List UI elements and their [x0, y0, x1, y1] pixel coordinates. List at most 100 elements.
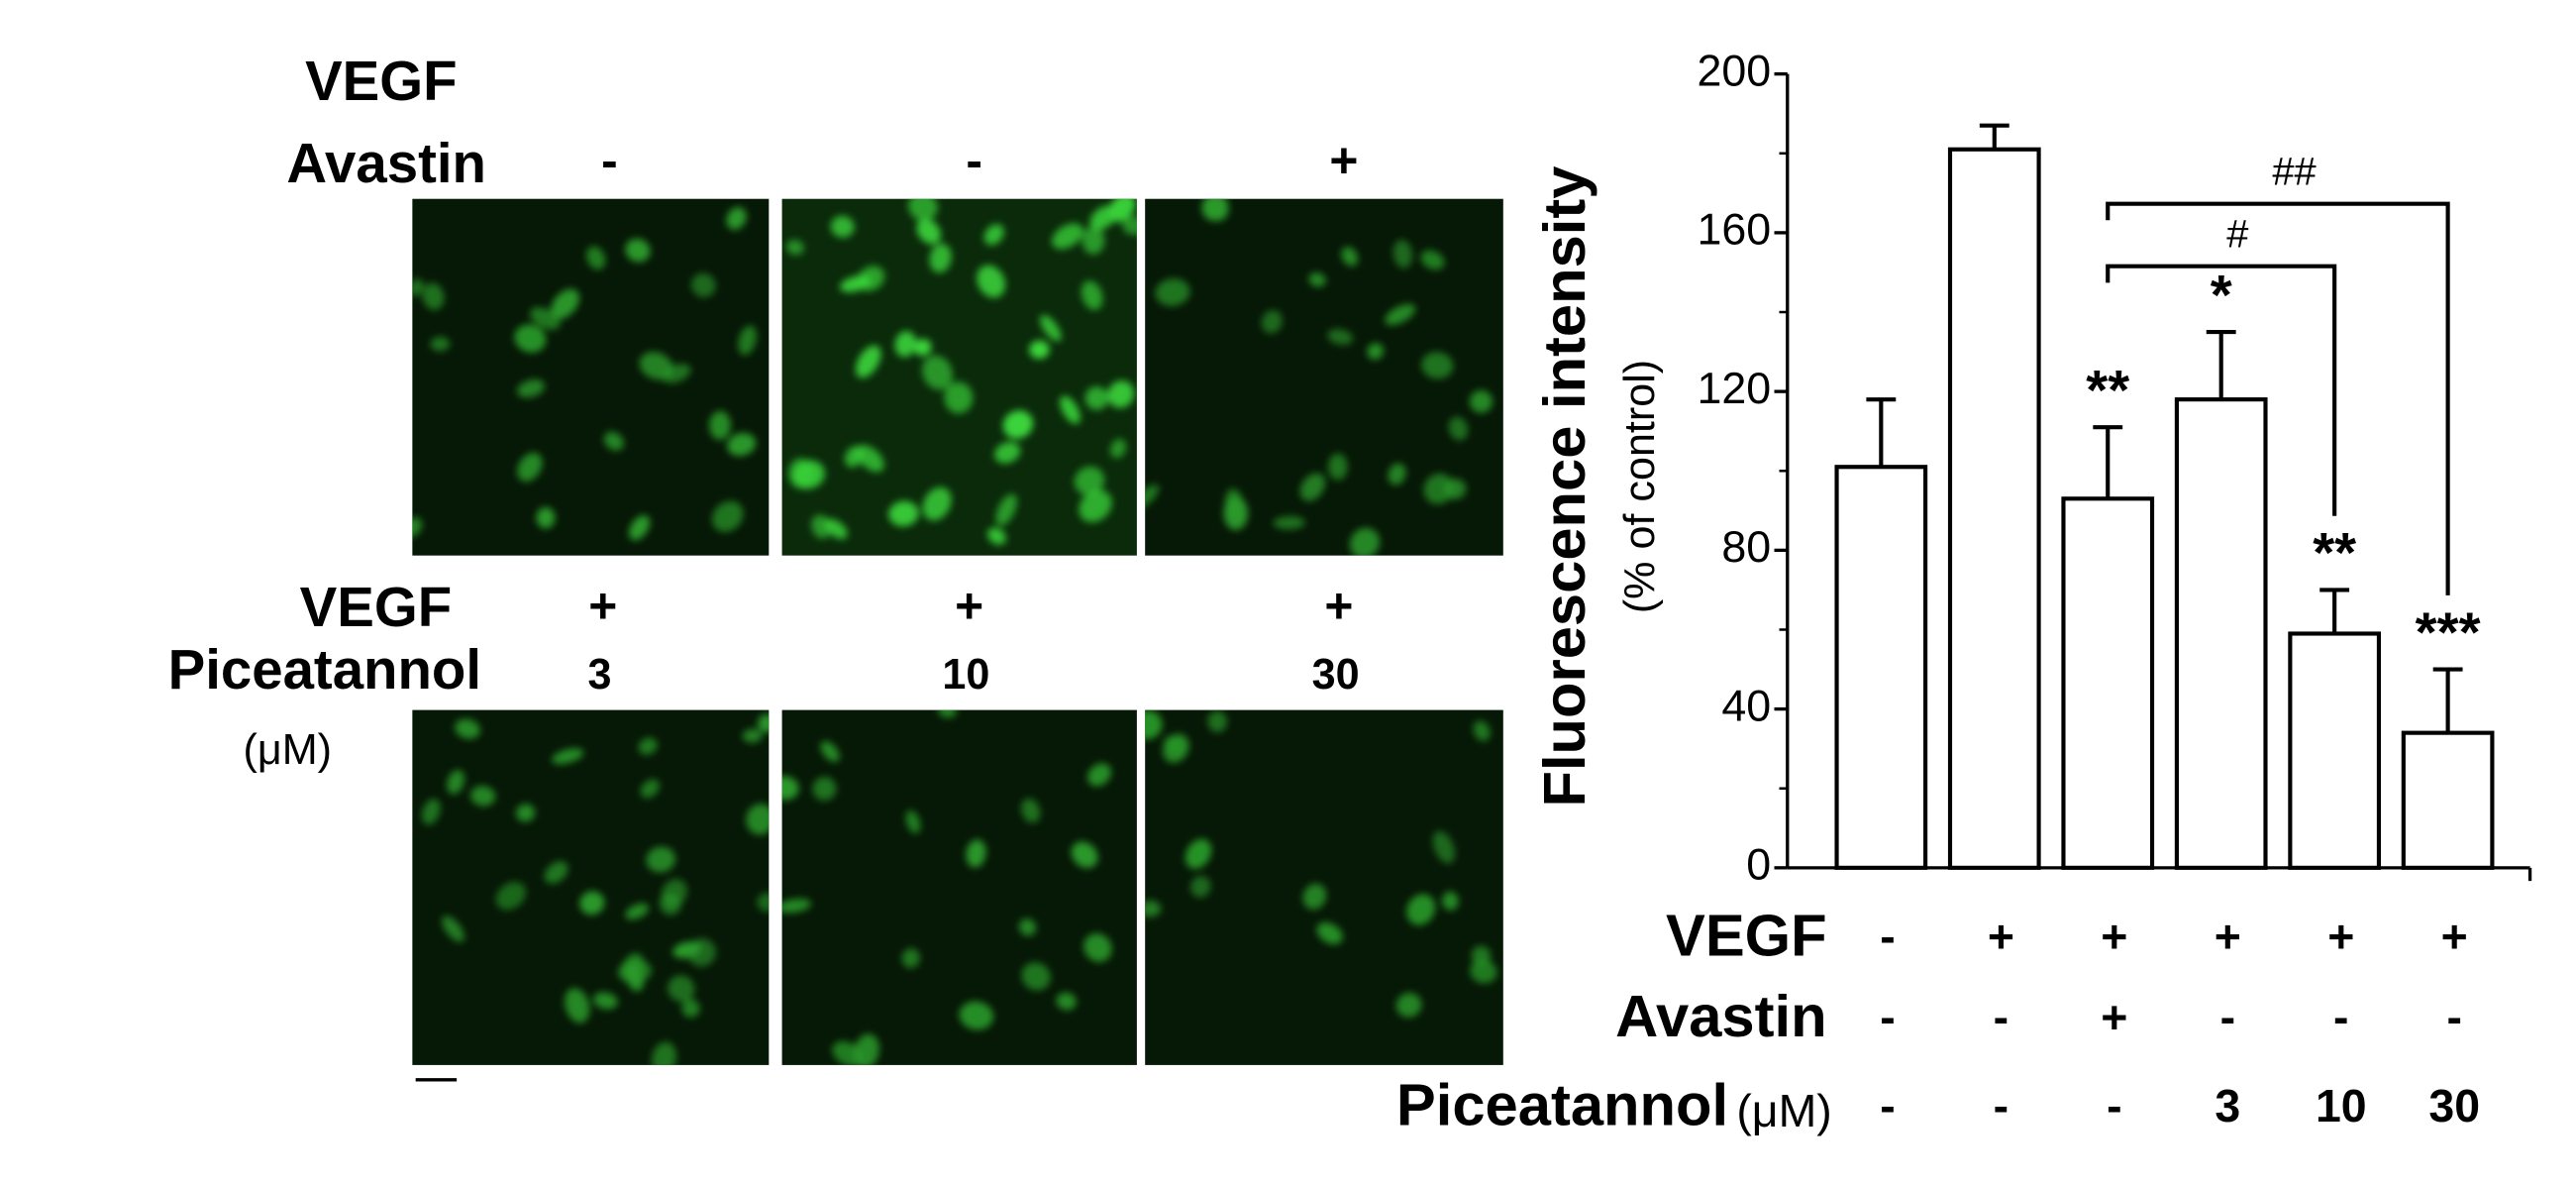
- cell: [661, 879, 687, 907]
- cell: [977, 265, 1006, 298]
- cell: [1316, 921, 1343, 945]
- cell: [625, 238, 651, 263]
- bar-chart: 0 40 80 120 160 200 Fluorescence intensity (% o…: [1396, 46, 2532, 1137]
- cell: [515, 804, 536, 822]
- cell: [1145, 485, 1160, 509]
- cell: [995, 493, 1017, 526]
- cell: [672, 941, 701, 959]
- condition-value: +: [1988, 911, 2014, 962]
- condition-name: Avastin: [1615, 983, 1826, 1049]
- cell: [1155, 278, 1190, 306]
- cell: [824, 518, 848, 540]
- cell: [1071, 841, 1098, 869]
- micrograph: [1145, 198, 1503, 556]
- condition-name: VEGF: [1666, 903, 1827, 969]
- cell: [1002, 410, 1034, 439]
- cell: [1327, 453, 1348, 481]
- cell: [1087, 763, 1112, 787]
- cell: [1302, 883, 1327, 910]
- cell: [1122, 216, 1137, 236]
- cell: [640, 779, 660, 799]
- cell: [652, 1041, 677, 1065]
- cell: [1081, 280, 1103, 310]
- cell: [1442, 891, 1459, 911]
- cell: [1420, 250, 1445, 270]
- cell: [625, 903, 650, 920]
- condition-unit: (μM): [1736, 1085, 1831, 1136]
- cell: [592, 992, 618, 1010]
- cell: [517, 452, 543, 482]
- cell: [430, 336, 451, 352]
- y-axis-sublabel: (% of control): [1616, 360, 1664, 613]
- cell: [758, 713, 770, 733]
- row-value: +: [1329, 133, 1358, 188]
- y-tick-label: 200: [1697, 46, 1771, 95]
- significance-label: ***: [2416, 600, 2481, 663]
- cell: [536, 506, 556, 529]
- unit-label: (μM): [244, 726, 332, 774]
- condition-value: +: [2101, 911, 2127, 962]
- cell: [922, 486, 952, 521]
- cell: [1029, 340, 1050, 360]
- cell: [603, 431, 624, 451]
- cells: [781, 709, 1112, 1065]
- cell: [469, 786, 496, 807]
- cell: [1164, 735, 1185, 755]
- condition-value: +: [2101, 991, 2127, 1042]
- row-value: 10: [942, 651, 989, 699]
- condition-value: -: [1880, 1080, 1895, 1131]
- cell: [857, 266, 885, 291]
- cells: [1145, 709, 1497, 1018]
- comparison-label: #: [2226, 212, 2248, 256]
- row-value: +: [955, 579, 983, 634]
- cell: [1079, 489, 1112, 523]
- cell: [442, 916, 464, 942]
- cell: [812, 777, 837, 801]
- cell: [1074, 466, 1105, 495]
- y-tick-label: 120: [1697, 364, 1771, 413]
- row-value: +: [588, 579, 617, 634]
- row-label: VEGF: [300, 576, 453, 638]
- cell: [551, 288, 579, 320]
- cell: [629, 515, 651, 541]
- cell: [1040, 314, 1062, 342]
- cell: [727, 432, 757, 457]
- row-value: 3: [587, 651, 611, 699]
- condition-value: -: [2447, 991, 2462, 1042]
- cell: [856, 445, 884, 473]
- bar: [2288, 631, 2382, 870]
- cell: [757, 892, 770, 913]
- condition-value: -: [1880, 911, 1895, 962]
- row-label: Piceatannol: [168, 638, 481, 700]
- significance-label: *: [2211, 264, 2232, 326]
- bar: [2061, 496, 2155, 870]
- cell: [1443, 479, 1467, 499]
- cell: [1299, 473, 1326, 501]
- cell: [908, 198, 938, 221]
- cell: [1185, 838, 1212, 869]
- cell: [1018, 918, 1037, 936]
- condition-value: 3: [2215, 1080, 2240, 1131]
- cell: [1388, 463, 1406, 485]
- cell: [738, 325, 757, 356]
- row-value: 30: [1312, 651, 1360, 699]
- condition-value: +: [2441, 911, 2468, 962]
- y-axis-label: Fluorescence intensity: [1531, 166, 1597, 808]
- cell: [922, 355, 953, 390]
- cell: [1190, 875, 1211, 898]
- micrograph: [781, 198, 1137, 556]
- condition-value: 10: [2316, 1080, 2367, 1131]
- row-label: VEGF: [305, 50, 458, 112]
- cell: [901, 948, 920, 969]
- y-tick-label: 40: [1721, 681, 1771, 730]
- cell: [1308, 272, 1326, 287]
- cell: [646, 846, 675, 873]
- cell: [820, 741, 840, 762]
- cell: [1089, 205, 1117, 230]
- cells: [1145, 198, 1494, 556]
- significance-label: **: [2086, 359, 2129, 421]
- cell: [1473, 720, 1491, 742]
- cell: [855, 345, 881, 378]
